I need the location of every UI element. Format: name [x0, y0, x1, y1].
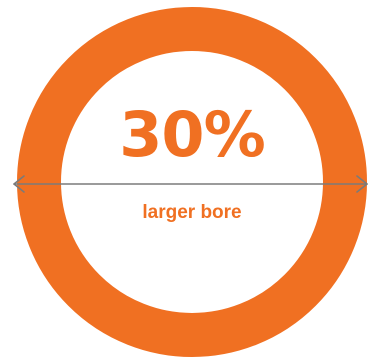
- caption-label: larger bore: [142, 202, 242, 223]
- arrowhead-right: [356, 175, 368, 193]
- percentage-label: 30%: [119, 98, 265, 171]
- bore-ring: [17, 7, 367, 357]
- arrowhead-left: [13, 175, 25, 193]
- double-headed-arrow-icon: [13, 175, 368, 193]
